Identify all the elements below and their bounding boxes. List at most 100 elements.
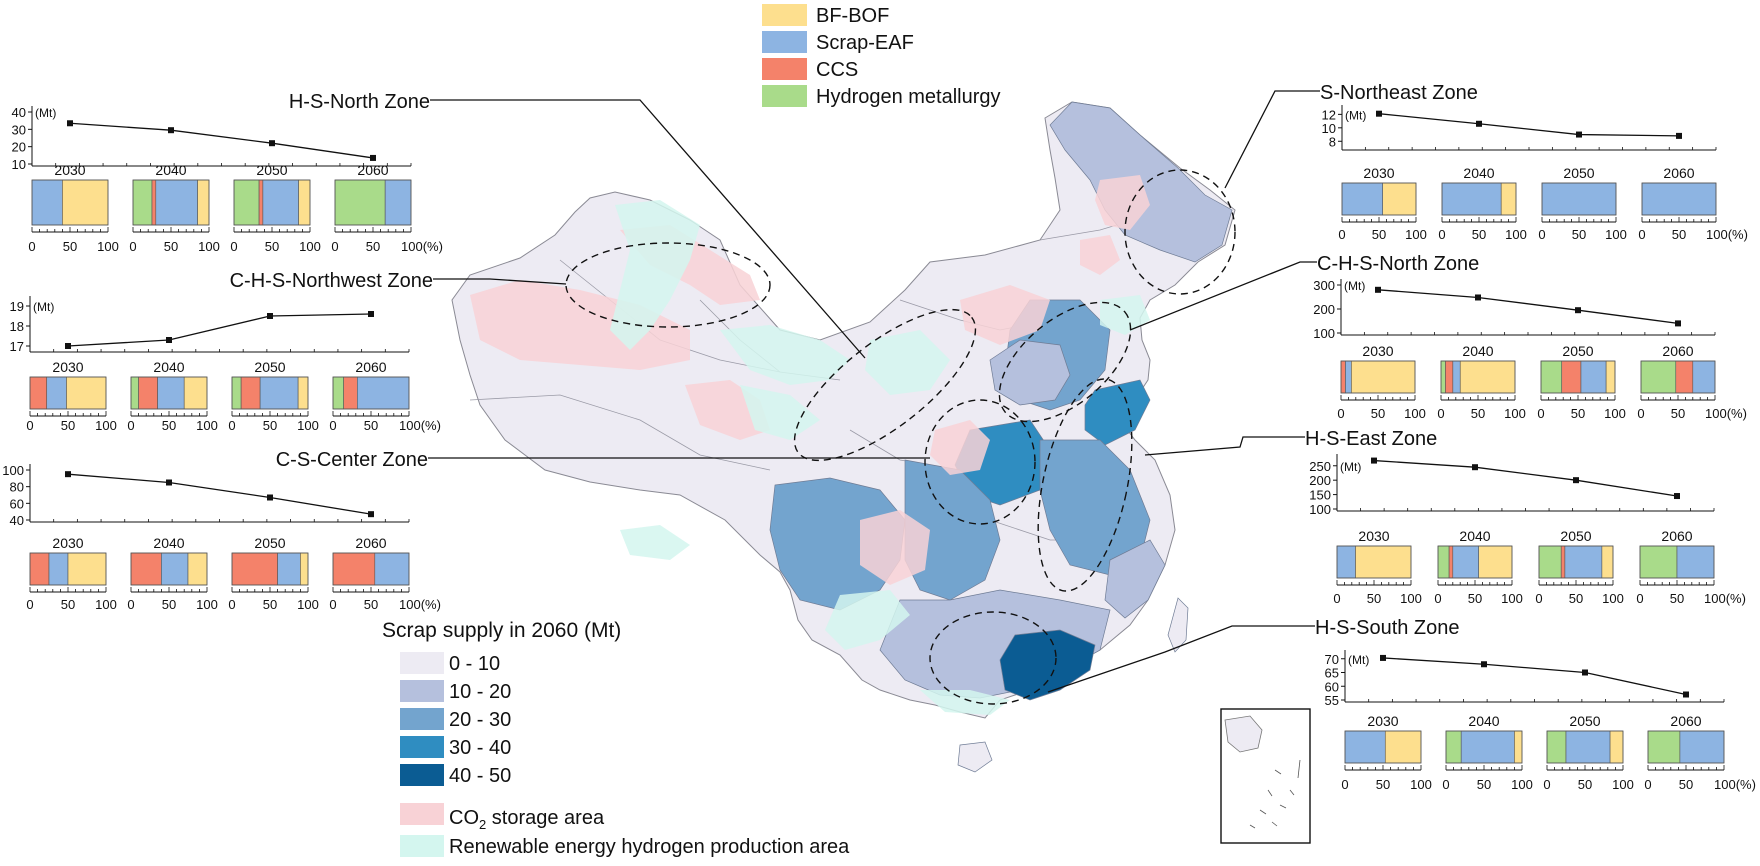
bar-x-tick-label: 0	[1543, 777, 1550, 792]
south-china-sea-inset	[1220, 708, 1311, 844]
bar-frame	[1640, 360, 1716, 394]
bar-x-tick-label: 50	[63, 239, 77, 254]
bar-frame	[1437, 545, 1513, 579]
leader-chs-northwest	[433, 278, 567, 285]
line-point	[1380, 654, 1386, 661]
stacked-bar-2030: 2030 0 50 100	[26, 359, 116, 433]
line-y-tick-label: 55	[1325, 693, 1339, 708]
bar-frame	[332, 552, 410, 586]
bar-segment-eaf	[1679, 730, 1725, 764]
line-point	[267, 313, 273, 319]
bar-segment-ccs	[29, 552, 50, 586]
zone-ellipses	[565, 169, 1236, 705]
year-label: 2050	[254, 359, 285, 375]
region-hebei-10-20	[989, 339, 1071, 406]
bar-x-tick-label: 50	[1571, 406, 1585, 421]
bar-segment-h2	[1640, 360, 1677, 394]
scrap-class-swatch-2	[400, 708, 444, 730]
line-y-tick-label: 40	[10, 513, 24, 528]
year-label: 2030	[1363, 165, 1394, 181]
bar-x-tick-label: 100	[1410, 777, 1432, 792]
bar-x-tick-label: 0	[230, 239, 237, 254]
bar-segment-bfbof	[297, 376, 309, 410]
legend-swatch-ccs	[762, 58, 807, 80]
line-point	[269, 140, 275, 147]
bar-x-tick-label: 50	[364, 597, 378, 612]
bar-segment-eaf	[1452, 545, 1480, 579]
bar-x-tick-label: 50	[1468, 591, 1482, 606]
bar-x-tick-label: 100(%)	[1705, 406, 1747, 421]
stacked-bar-2060: 2060 0 50 100(%)	[1638, 165, 1748, 242]
bar-x-tick-label: 0	[1434, 591, 1441, 606]
scrap-trend-line-chart: 19 18 17 (Mt)	[10, 296, 410, 354]
bar-x-tick-label: 100	[299, 239, 321, 254]
bar-frame	[1540, 360, 1616, 394]
region-sichuan-20-30	[769, 477, 906, 611]
year-label: 2040	[1459, 528, 1490, 544]
leader-h-s-north	[430, 99, 866, 359]
bar-segment-bfbof	[298, 179, 311, 226]
year-label: 2050	[1569, 713, 1600, 729]
bar-segment-eaf	[157, 376, 185, 410]
bar-frame	[1336, 545, 1412, 579]
stacked-bar-2030: 2030 0 50 100	[1338, 165, 1426, 242]
bar-x-tick-label: 50	[1472, 227, 1486, 242]
stacked-bar-2060: 2060 0 50 100(%)	[1644, 713, 1756, 792]
region-guangdong-40-50	[999, 629, 1096, 701]
bar-segment-eaf	[1460, 730, 1515, 764]
year-label: 2030	[1362, 343, 1393, 359]
bar-segment-h2	[233, 179, 260, 226]
line-unit-label: (Mt)	[33, 300, 54, 314]
ellipse-east	[1037, 378, 1133, 592]
bar-x-tick-label: 50	[1670, 591, 1684, 606]
stacked-bar-2060: 2060 0 50 100(%)	[329, 535, 441, 612]
bar-x-tick-label: 50	[263, 597, 277, 612]
bar-segment-eaf	[155, 179, 198, 226]
scrap-legend-classes: 0 - 10 10 - 20 20 - 30 30 - 40 40 - 50	[400, 652, 511, 787]
bar-x-tick-label: 0	[1636, 591, 1643, 606]
bar-segment-ccs	[1560, 545, 1566, 579]
line-point	[168, 127, 174, 134]
line-point	[1675, 320, 1681, 327]
bar-segment-bfbof	[62, 179, 109, 226]
line-point	[1575, 307, 1581, 314]
bar-x-tick-label: 100(%)	[399, 597, 441, 612]
co2-storage-swatch	[400, 803, 444, 825]
line-unit-label: (Mt)	[1345, 108, 1366, 122]
bar-segment-eaf	[161, 552, 189, 586]
bar-x-tick-label: 50	[1367, 591, 1381, 606]
region-hainan-10-20	[957, 741, 993, 773]
stacked-bar-2040: 2040 0 50 100	[1442, 713, 1532, 792]
bar-segment-eaf	[384, 179, 412, 226]
bar-x-tick-label: 50	[61, 597, 75, 612]
line-y-tick-label: 65	[1325, 666, 1339, 681]
stacked-bar-2040: 2040 0 50 100	[129, 162, 219, 254]
year-label: 2040	[153, 359, 184, 375]
bar-x-tick-label: 0	[26, 418, 33, 433]
bar-frame	[31, 179, 109, 226]
bar-frame	[1340, 360, 1416, 394]
year-label: 2040	[153, 535, 184, 551]
bar-segment-bfbof	[1514, 730, 1523, 764]
renewable-hydrogen-label: Renewable energy hydrogen production are…	[449, 836, 850, 858]
bar-x-tick-label: 100(%)	[1706, 227, 1748, 242]
bar-x-tick-label: 50	[1572, 227, 1586, 242]
stacked-bar-2040: 2040 0 50 100	[127, 535, 217, 612]
bar-x-tick-label: 50	[1671, 406, 1685, 421]
line-point	[1475, 294, 1481, 301]
bar-x-tick-label: 100	[1612, 777, 1634, 792]
line-point	[1472, 464, 1478, 471]
bar-x-tick-label: 50	[164, 239, 178, 254]
bar-x-tick-label: 0	[1442, 777, 1449, 792]
line-y-tick-label: 100	[1313, 326, 1335, 341]
bar-segment-bfbof	[1601, 545, 1614, 579]
bar-x-tick-label: 0	[228, 597, 235, 612]
stacked-bar-2050: 2050 0 50 100	[1535, 528, 1623, 606]
bar-segment-ccs	[343, 376, 358, 410]
co2-storage-label: CO2 storage area	[449, 807, 605, 832]
bar-x-tick-label: 50	[162, 597, 176, 612]
bar-segment-ccs	[240, 376, 261, 410]
